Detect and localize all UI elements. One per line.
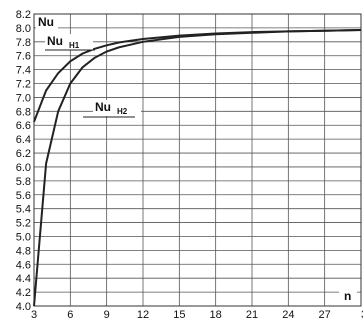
y-tick-label: 6.4 (16, 134, 31, 146)
x-tick-label: 24 (282, 309, 294, 320)
x-tick-label: 9 (104, 309, 110, 320)
y-tick-label: 6.2 (16, 148, 31, 160)
curves (33, 29, 362, 307)
x-tick-label: 27 (319, 309, 331, 320)
x-tick-label: 12 (137, 309, 149, 320)
series-2-label-subscript: H2 (117, 107, 128, 116)
labels: 3 6 9 12 15 18 21 24 27 30 4.0 4.2 4.4 4.6 4.8 5.05.2 5.… (16, 9, 363, 320)
y-tick-label: 7.2 (16, 79, 31, 91)
x-axis-title: n (344, 289, 351, 303)
x-tick-label: 21 (246, 309, 258, 320)
y-tick-label: 4.8 (16, 245, 31, 257)
x-tick-label: 18 (210, 309, 222, 320)
x-tick-label: 15 (173, 309, 185, 320)
series-1-label-subscript: H1 (69, 41, 80, 50)
y-tick-label: 8.2 (16, 9, 31, 21)
y-tick-label: 8.0 (16, 23, 31, 35)
y-axis-title-bg (36, 15, 58, 29)
x-tick-label: 6 (67, 309, 73, 320)
x-tick-label: 3 (31, 309, 37, 320)
x-tick-label: 30 (361, 309, 363, 320)
series-2-label: Nu (95, 100, 111, 114)
y-tick-label: 7.0 (16, 92, 31, 104)
y-tick-label: 5.2 (16, 218, 31, 230)
y-tick-label: 6.8 (16, 106, 31, 118)
y-tick-label: 7.6 (16, 51, 31, 63)
y-tick-label: 4.2 (16, 287, 31, 299)
y-tick-label: 4.4 (16, 273, 31, 285)
plot-border (33, 13, 362, 307)
y-tick-label: 6.6 (16, 120, 31, 132)
series-label-bg (45, 34, 93, 50)
y-tick-label: 5.8 (16, 176, 31, 188)
y-tick-label: 5.6 (16, 190, 31, 202)
grid (33, 13, 362, 307)
y-tick-label: 5.0 (16, 231, 31, 243)
y-axis-title: Nu (38, 15, 54, 29)
y-tick-label: 7.8 (16, 37, 31, 49)
series-2-line (33, 29, 362, 307)
y-tick-label: 6.0 (16, 162, 31, 174)
y-tick-label: 5.4 (16, 204, 31, 216)
series-1-label: Nu (47, 34, 63, 48)
series-label-bg (93, 100, 141, 116)
y-tick-label: 4.6 (16, 259, 31, 271)
y-tick-label: 4.0 (16, 301, 31, 313)
y-tick-label: 7.4 (16, 65, 31, 77)
x-axis-title-bg (339, 289, 357, 303)
